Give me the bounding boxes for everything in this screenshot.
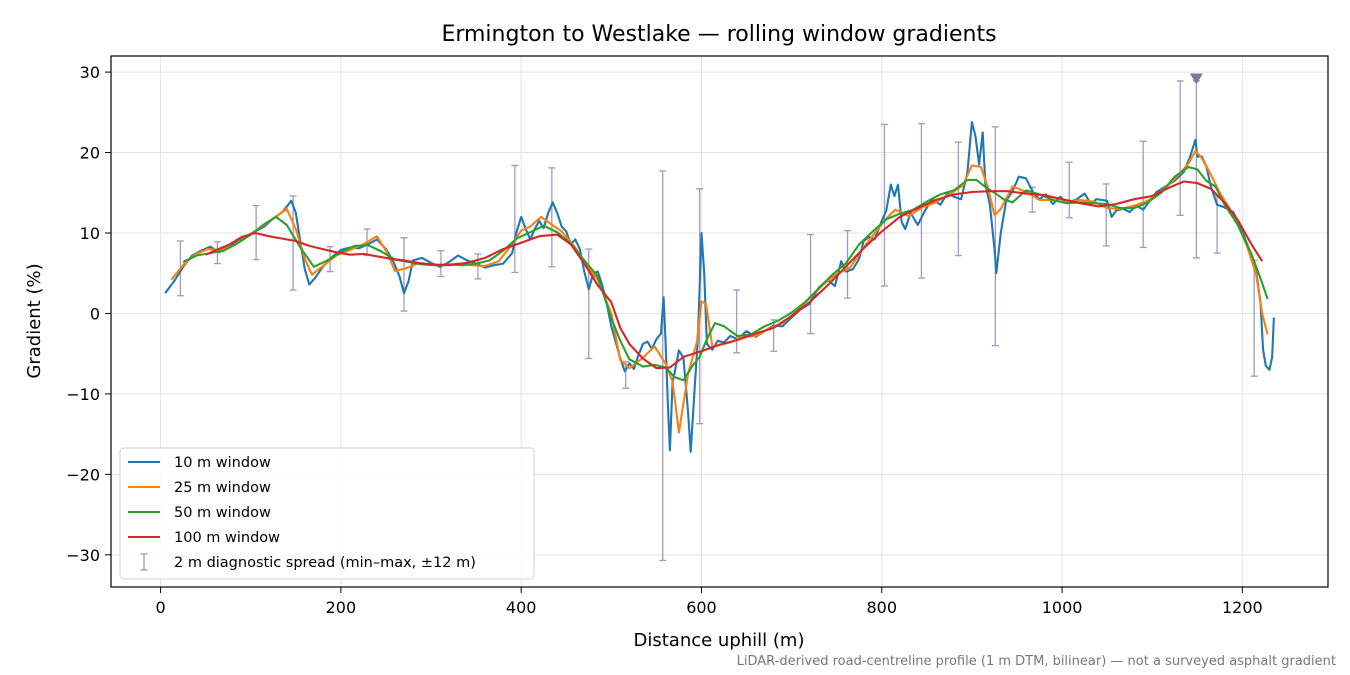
chart-title: Ermington to Westlake — rolling window g… bbox=[441, 22, 996, 47]
y-tick-label: 20 bbox=[80, 144, 100, 163]
x-tick-label: 1000 bbox=[1042, 598, 1083, 617]
legend-label: 10 m window bbox=[174, 455, 271, 471]
series-line-3 bbox=[182, 165, 1269, 382]
y-tick-label: −10 bbox=[66, 385, 100, 404]
series-line-2 bbox=[170, 149, 1269, 434]
x-tick-label: 0 bbox=[155, 598, 165, 617]
peak-marker bbox=[1189, 73, 1203, 85]
y-tick-label: −30 bbox=[66, 546, 100, 565]
y-tick-label: 0 bbox=[90, 304, 100, 323]
legend-label: 25 m window bbox=[174, 480, 271, 496]
x-axis-label: Distance uphill (m) bbox=[634, 630, 805, 651]
legend-box bbox=[119, 447, 535, 580]
x-tick-label: 800 bbox=[866, 598, 897, 617]
y-tick-label: −20 bbox=[66, 465, 100, 484]
y-axis-label: Gradient (%) bbox=[24, 263, 45, 378]
x-tick-label: 200 bbox=[326, 598, 357, 617]
legend-label: 100 m window bbox=[174, 530, 280, 546]
legend: 10 m window 25 m window 50 m window 100 m w… bbox=[119, 447, 535, 580]
footnote: LiDAR-derived road-centreline profile (1… bbox=[737, 654, 1336, 669]
legend-label: 2 m diagnostic spread (min–max, ±12 m) bbox=[174, 555, 476, 571]
legend-label: 50 m window bbox=[174, 505, 271, 521]
ticks: 0 200 400 600 800 1000 1200 30 20 10 0 −10 −20 −30 bbox=[66, 63, 1262, 617]
series-line-4 bbox=[205, 180, 1264, 370]
x-tick-label: 1200 bbox=[1222, 598, 1263, 617]
x-tick-label: 400 bbox=[506, 598, 537, 617]
x-tick-label: 600 bbox=[686, 598, 717, 617]
series-layer bbox=[164, 73, 1275, 562]
y-tick-label: 10 bbox=[80, 224, 100, 243]
series-line-1 bbox=[164, 120, 1275, 453]
plot-frame bbox=[110, 55, 1329, 588]
y-tick-label: 30 bbox=[80, 63, 100, 82]
